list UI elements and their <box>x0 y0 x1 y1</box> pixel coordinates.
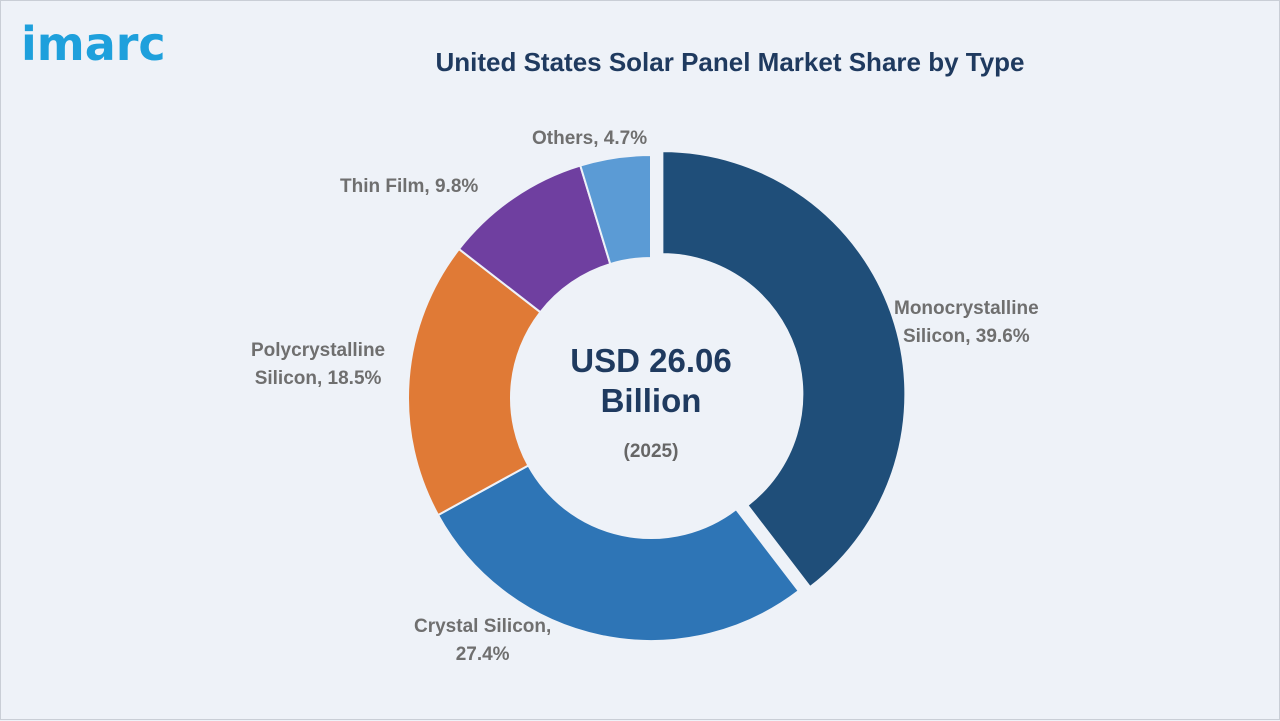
label-monocrystalline: Monocrystalline Silicon, 39.6% <box>894 295 1039 351</box>
label-crystal-silicon: Crystal Silicon, 27.4% <box>414 613 551 669</box>
slice-others <box>579 153 652 266</box>
label-polycrystalline-line1: Polycrystalline <box>251 340 386 361</box>
label-crystal-silicon-line1: Crystal Silicon, <box>414 616 552 637</box>
chart-title: United States Solar Panel Market Share b… <box>435 47 1025 77</box>
center-total-value: USD 26.06 Billion <box>531 341 771 422</box>
label-others: Others, 4.7% <box>532 128 648 149</box>
slice-polycrystalline <box>407 247 542 517</box>
label-crystal-silicon-line2: 27.4% <box>455 644 510 665</box>
label-thin-film: Thin Film, 9.8% <box>340 176 479 197</box>
slice-monocrystalline <box>661 150 907 589</box>
center-total-value-text: USD 26.06 Billion <box>570 342 732 420</box>
label-monocrystalline-line1: Monocrystalline <box>894 298 1039 319</box>
label-monocrystalline-line2: Silicon, 39.6% <box>902 326 1030 347</box>
label-polycrystalline-line2: Silicon, 18.5% <box>254 368 382 389</box>
imarc-logo: imarc <box>21 17 166 71</box>
label-polycrystalline: Polycrystalline Silicon, 18.5% <box>251 337 385 393</box>
slice-crystal-silicon <box>436 464 801 642</box>
center-year: (2025) <box>623 441 679 462</box>
